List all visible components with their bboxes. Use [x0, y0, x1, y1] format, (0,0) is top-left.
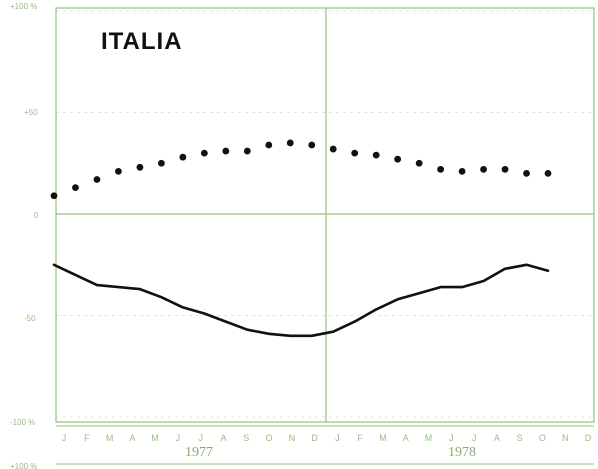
y-tick-label: 0 [34, 211, 39, 220]
series-dot [544, 170, 552, 177]
series-dot [501, 165, 509, 173]
chart-title: ITALIA [101, 28, 183, 55]
month-tick-label: O [266, 433, 273, 443]
y-tick-labels: +100 % +50 0 -50 -100 % +100 % [10, 2, 39, 469]
chart-grid [56, 10, 594, 418]
series-dot [351, 149, 359, 157]
month-tick-label: J [198, 433, 203, 443]
series-dot [93, 176, 101, 183]
month-tick-label: N [289, 433, 296, 443]
series-dot [308, 141, 316, 149]
month-tick-label: F [84, 433, 90, 443]
chart-series [50, 139, 552, 338]
plot-frame [55, 7, 595, 423]
month-tick-label: S [517, 433, 523, 443]
month-tick-label: M [425, 433, 433, 443]
series-dot [523, 170, 530, 177]
series-dot [437, 165, 445, 173]
series-dot [458, 167, 466, 175]
month-tick-label: N [562, 433, 569, 443]
series-dot [243, 147, 251, 155]
month-tick-label: M [379, 433, 387, 443]
series-dot [329, 145, 337, 153]
month-tick-label: M [106, 433, 114, 443]
month-tick-label: A [220, 433, 226, 443]
y-tick-label: +100 % [10, 462, 37, 469]
series-dot [72, 184, 79, 192]
month-tick-label: A [494, 433, 500, 443]
year-labels: 1977 1978 [185, 445, 476, 460]
series-dot [200, 149, 208, 157]
month-tick-label: J [62, 433, 67, 443]
chart-axes [55, 7, 595, 465]
series-dot [179, 153, 187, 161]
month-tick-label: D [311, 433, 318, 443]
series-line [52, 263, 550, 338]
month-tick-label: J [176, 433, 181, 443]
y-tick-label: +50 [24, 108, 38, 117]
series-dot [394, 155, 402, 163]
month-tick-label: A [129, 433, 135, 443]
year-label: 1977 [185, 445, 213, 460]
month-tick-label: J [449, 433, 454, 443]
series-dot [265, 141, 273, 149]
month-tick-label: D [585, 433, 592, 443]
month-tick-label: A [403, 433, 409, 443]
series-dot [157, 159, 165, 167]
series-dot [480, 165, 487, 173]
month-tick-label: S [243, 433, 249, 443]
month-tick-label: J [335, 433, 340, 443]
series-dot [50, 192, 58, 200]
y-tick-label: -50 [24, 314, 36, 323]
y-tick-label: +100 % [10, 2, 37, 11]
month-tick-label: O [539, 433, 546, 443]
series-dot [372, 151, 380, 159]
series-dot [286, 139, 294, 147]
year-label: 1978 [448, 445, 476, 460]
y-tick-label: -100 % [10, 418, 35, 427]
series-dot [136, 163, 144, 171]
month-tick-label: F [357, 433, 363, 443]
series-dot [115, 167, 122, 175]
series-dot [415, 159, 423, 167]
month-tick-label: J [472, 433, 477, 443]
month-tick-label: M [151, 433, 159, 443]
series-dot [222, 147, 230, 155]
